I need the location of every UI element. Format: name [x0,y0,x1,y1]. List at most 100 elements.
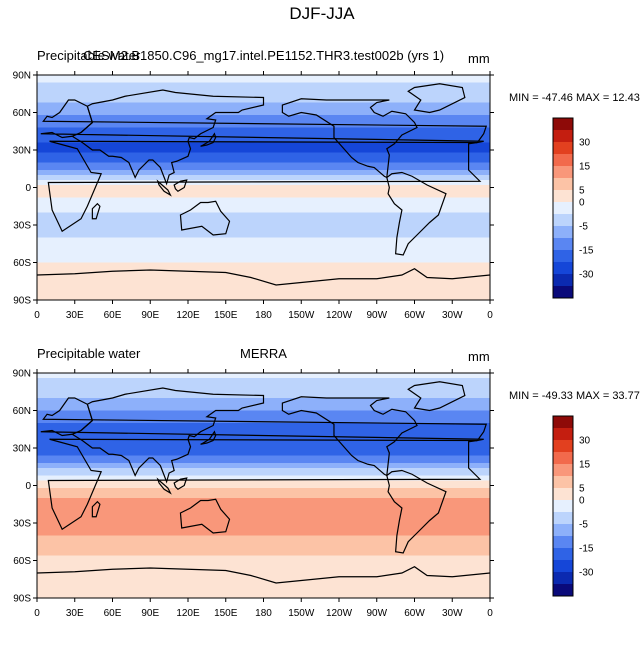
field-band [37,448,490,451]
field-band [37,445,490,449]
coastline [70,89,265,186]
colorbar: 30 15 50 -5 -15 -30 [552,415,594,597]
field-band [37,560,490,564]
colorbar-swatch [553,190,573,203]
field-band [37,182,490,186]
field-band [37,465,490,469]
x-tick-label: 90E [141,310,159,321]
field-band [37,277,490,281]
field-band [37,470,490,474]
colorbar-swatch [553,238,573,251]
field-band [37,197,490,201]
field-band [37,195,490,198]
field-band [37,488,490,491]
coastline [91,500,101,518]
field-band [37,530,490,534]
colorbar-swatch [553,262,573,275]
field-band [37,503,490,506]
colorbar-swatch [553,536,573,549]
field-band [37,418,490,421]
x-tick-label: 30W [442,310,463,321]
x-tick-label: 180 [255,608,272,619]
colorbar-tick-label: 15 [579,460,591,471]
field-band [37,380,490,384]
field-band [37,518,490,521]
colorbar-swatch [553,452,573,465]
colorbar-tick-label: 15 [579,162,591,173]
field-band [37,435,490,439]
x-tick-label: 90W [366,608,387,619]
field-band [37,120,490,123]
field-band [37,165,490,168]
field-band [37,593,490,596]
panel-2-units: mm [468,349,490,364]
colorbar-tick-label: -30 [579,568,594,579]
field-band [37,232,490,236]
field-band [37,490,490,494]
field-band [37,493,490,496]
field-band [37,255,490,258]
y-tick-label: 30S [13,221,31,232]
field-band [37,555,490,559]
field-band [37,460,490,464]
field-band [37,160,490,163]
field-band [37,393,490,396]
field-band [37,262,490,266]
field-band [37,585,490,589]
coastline [200,132,217,147]
field-band [37,245,490,248]
x-tick-label: 0 [487,608,493,619]
colorbar-swatch [553,178,573,191]
figure-title: DJF-JJA [289,4,355,23]
colorbar-swatch [553,250,573,263]
field-band [37,443,490,446]
field-band [37,115,490,118]
field-band [37,85,490,88]
field-band [37,132,490,136]
field-band [37,265,490,268]
field-band [37,125,490,128]
field-band [37,212,490,216]
panel-1-map: 0 30E 60E 90E 120E 150E 180 150W 120W 90W 60W 30W 09… [13,71,594,322]
field-band [37,528,490,531]
field-band [37,137,490,141]
colorbar-swatch [553,440,573,453]
field-band [37,130,490,133]
x-tick-label: 150W [288,608,315,619]
coastline [40,99,488,144]
colorbar-swatch [553,202,573,215]
colorbar-swatch [553,428,573,441]
coastline [70,387,265,484]
field-band [37,110,490,113]
x-tick-label: 0 [34,608,40,619]
colorbar-tick-label: 30 [579,138,591,149]
panel-2: Precipitable water MERRA mm MIN = -49.33… [0,346,644,646]
field-band [37,495,490,499]
x-tick-label: 0 [34,310,40,321]
y-tick-label: 30S [13,519,31,530]
colorbar-frame [552,415,574,597]
y-tick-label: 30N [13,444,31,455]
field-band [37,112,490,116]
field-band [37,200,490,203]
y-tick-label: 0 [25,183,31,194]
map-field [37,75,490,300]
panel-1: Precipitable water CESM2.B1850.C96_mg17.… [0,48,644,348]
field-band [37,202,490,206]
field-band [37,135,490,138]
field-band [37,172,490,176]
field-band [37,190,490,193]
field-band [37,415,490,419]
field-band [37,588,490,591]
field-band [37,543,490,546]
field-band [37,565,490,569]
field-band [37,428,490,431]
field-band [37,545,490,549]
field-band [37,595,490,598]
coastline [156,179,172,197]
colorbar-swatch [553,572,573,585]
field-band [37,468,490,471]
coastline [200,430,217,445]
x-tick-label: 120E [176,608,200,619]
field-band [37,573,490,576]
